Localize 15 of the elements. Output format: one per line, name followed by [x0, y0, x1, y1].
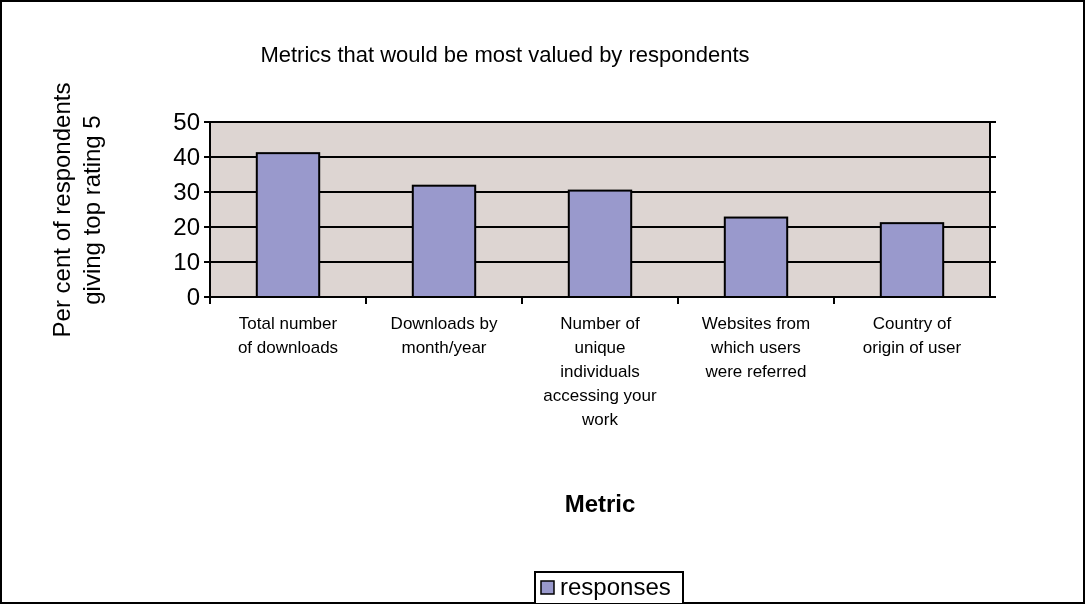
x-tick-label: Country of origin of user	[862, 314, 962, 357]
x-tick-label: Number of unique individuals accessing your work	[543, 314, 658, 429]
y-tick-label: 40	[173, 143, 200, 171]
y-tick-label: 30	[173, 178, 200, 206]
y-axis-title: Per cent of respondents giving top rating 5	[48, 82, 105, 338]
x-tick-label: Websites from which users were referred	[701, 314, 811, 381]
y-tick-label: 10	[173, 248, 200, 276]
y-tick-label: 50	[173, 108, 200, 136]
chart-title: Metrics that would be most valued by respondents	[260, 42, 750, 67]
x-axis-title: Metric	[564, 490, 636, 517]
y-tick-label: 0	[186, 283, 200, 311]
y-tick-label: 20	[173, 213, 200, 241]
x-tick-label: Downloads by month/year	[390, 314, 498, 357]
legend-label: responses	[560, 573, 671, 600]
x-tick-label: Total number of downloads	[237, 314, 339, 357]
